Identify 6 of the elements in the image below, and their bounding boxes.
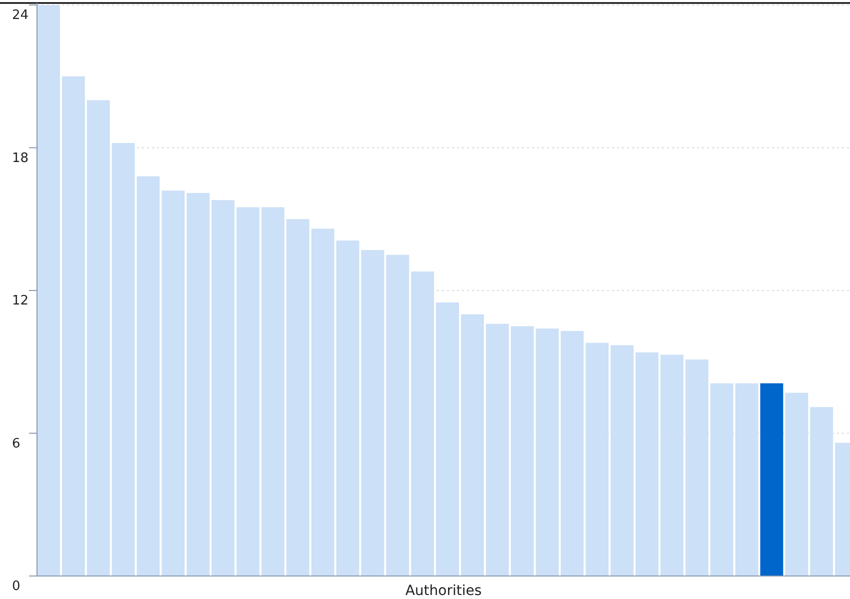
- y-tick-label: 0: [12, 579, 20, 594]
- y-tick-label: 18: [12, 150, 29, 166]
- y-tick-label: 12: [12, 294, 29, 308]
- x-axis-title: Authorities: [405, 583, 482, 599]
- y-tick-label: 24: [12, 8, 29, 23]
- y-tick-label: 6: [12, 436, 20, 452]
